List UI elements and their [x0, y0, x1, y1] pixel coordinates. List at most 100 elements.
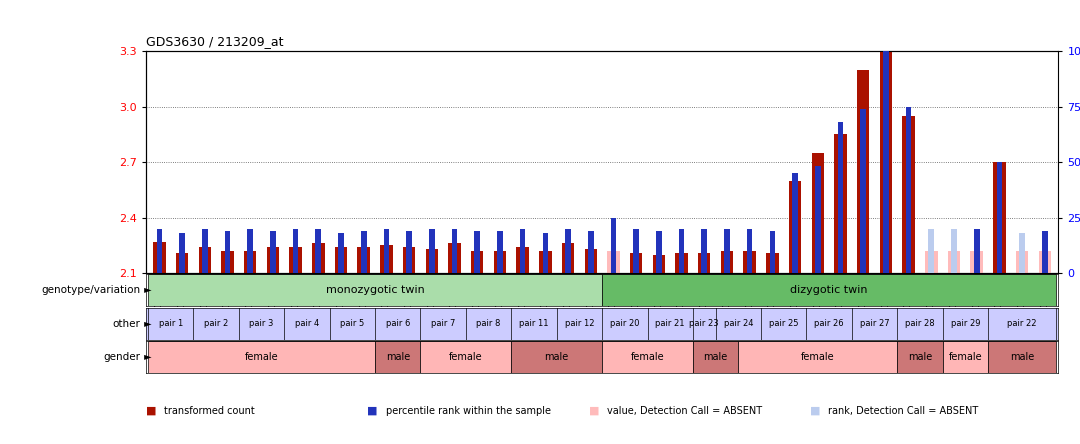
Text: pair 22: pair 22	[1008, 319, 1037, 328]
Bar	[420, 341, 511, 373]
Text: pair 28: pair 28	[905, 319, 934, 328]
Bar	[471, 251, 484, 273]
Bar	[565, 229, 571, 273]
Bar	[247, 229, 253, 273]
Bar	[883, 51, 889, 273]
Bar	[603, 274, 1056, 306]
Bar	[693, 341, 739, 373]
Text: rank, Detection Call = ABSENT: rank, Detection Call = ABSENT	[828, 406, 978, 416]
Bar	[519, 229, 526, 273]
Text: pair 26: pair 26	[814, 319, 843, 328]
Text: transformed count: transformed count	[164, 406, 255, 416]
Text: male: male	[544, 352, 569, 362]
Text: percentile rank within the sample: percentile rank within the sample	[386, 406, 551, 416]
Bar	[335, 247, 348, 273]
Bar	[361, 231, 366, 273]
Bar	[902, 116, 915, 273]
Bar	[542, 233, 549, 273]
Text: pair 25: pair 25	[769, 319, 798, 328]
Bar	[225, 231, 230, 273]
Text: female: female	[801, 352, 835, 362]
Text: other: other	[112, 319, 140, 329]
Text: pair 24: pair 24	[724, 319, 753, 328]
Text: ■: ■	[367, 406, 378, 416]
Bar	[474, 231, 481, 273]
Text: dizygotic twin: dizygotic twin	[791, 285, 868, 295]
Text: female: female	[631, 352, 664, 362]
Bar	[1016, 251, 1028, 273]
Text: pair 11: pair 11	[519, 319, 549, 328]
Text: male: male	[703, 352, 728, 362]
Bar	[176, 253, 188, 273]
Bar	[633, 229, 639, 273]
Bar	[202, 229, 207, 273]
Bar	[652, 254, 665, 273]
Text: pair 27: pair 27	[860, 319, 889, 328]
Bar	[270, 231, 275, 273]
Bar	[607, 251, 620, 273]
Text: female: female	[245, 352, 279, 362]
Bar	[879, 51, 892, 273]
Bar	[375, 341, 420, 373]
Bar	[338, 233, 343, 273]
Bar	[148, 274, 603, 306]
Text: female: female	[948, 352, 982, 362]
Bar	[811, 153, 824, 273]
Text: ►: ►	[141, 285, 152, 295]
Bar	[157, 229, 162, 273]
Bar	[834, 134, 847, 273]
Bar	[562, 243, 575, 273]
Bar	[511, 341, 603, 373]
Text: pair 12: pair 12	[565, 319, 594, 328]
Bar	[739, 341, 897, 373]
Bar	[943, 341, 988, 373]
Bar	[678, 229, 685, 273]
Bar	[497, 231, 503, 273]
Bar	[743, 251, 756, 273]
Bar	[951, 229, 957, 273]
Bar	[929, 229, 934, 273]
Bar	[267, 247, 279, 273]
Text: gender: gender	[104, 352, 140, 362]
Text: value, Detection Call = ABSENT: value, Detection Call = ABSENT	[607, 406, 762, 416]
Bar	[838, 122, 843, 273]
Text: pair 4: pair 4	[295, 319, 319, 328]
Text: monozygotic twin: monozygotic twin	[326, 285, 424, 295]
Text: pair 5: pair 5	[340, 319, 365, 328]
Bar	[516, 247, 529, 273]
Bar	[1042, 231, 1048, 273]
Text: male: male	[386, 352, 410, 362]
Bar	[588, 231, 594, 273]
Bar	[293, 229, 298, 273]
Text: pair 8: pair 8	[476, 319, 501, 328]
Bar	[630, 253, 643, 273]
Bar	[906, 107, 912, 273]
Bar	[451, 229, 457, 273]
Bar	[720, 251, 733, 273]
Bar	[603, 341, 693, 373]
Bar	[380, 246, 393, 273]
Bar	[1020, 233, 1025, 273]
Text: pair 6: pair 6	[386, 319, 410, 328]
Bar	[656, 231, 662, 273]
Text: ■: ■	[589, 406, 599, 416]
Bar	[861, 109, 866, 273]
Bar	[429, 229, 434, 273]
Bar	[675, 253, 688, 273]
Text: male: male	[908, 352, 932, 362]
Text: pair 3: pair 3	[249, 319, 273, 328]
Bar	[971, 251, 983, 273]
Bar	[926, 251, 937, 273]
Bar	[315, 229, 321, 273]
Bar	[994, 162, 1005, 273]
Text: pair 7: pair 7	[431, 319, 456, 328]
Text: ■: ■	[146, 406, 157, 416]
Bar	[426, 249, 438, 273]
Bar	[747, 229, 753, 273]
Text: ►: ►	[141, 352, 152, 362]
Text: pair 23: pair 23	[689, 319, 719, 328]
Bar	[403, 247, 416, 273]
Bar	[357, 247, 370, 273]
Bar	[406, 231, 411, 273]
Bar	[988, 341, 1056, 373]
